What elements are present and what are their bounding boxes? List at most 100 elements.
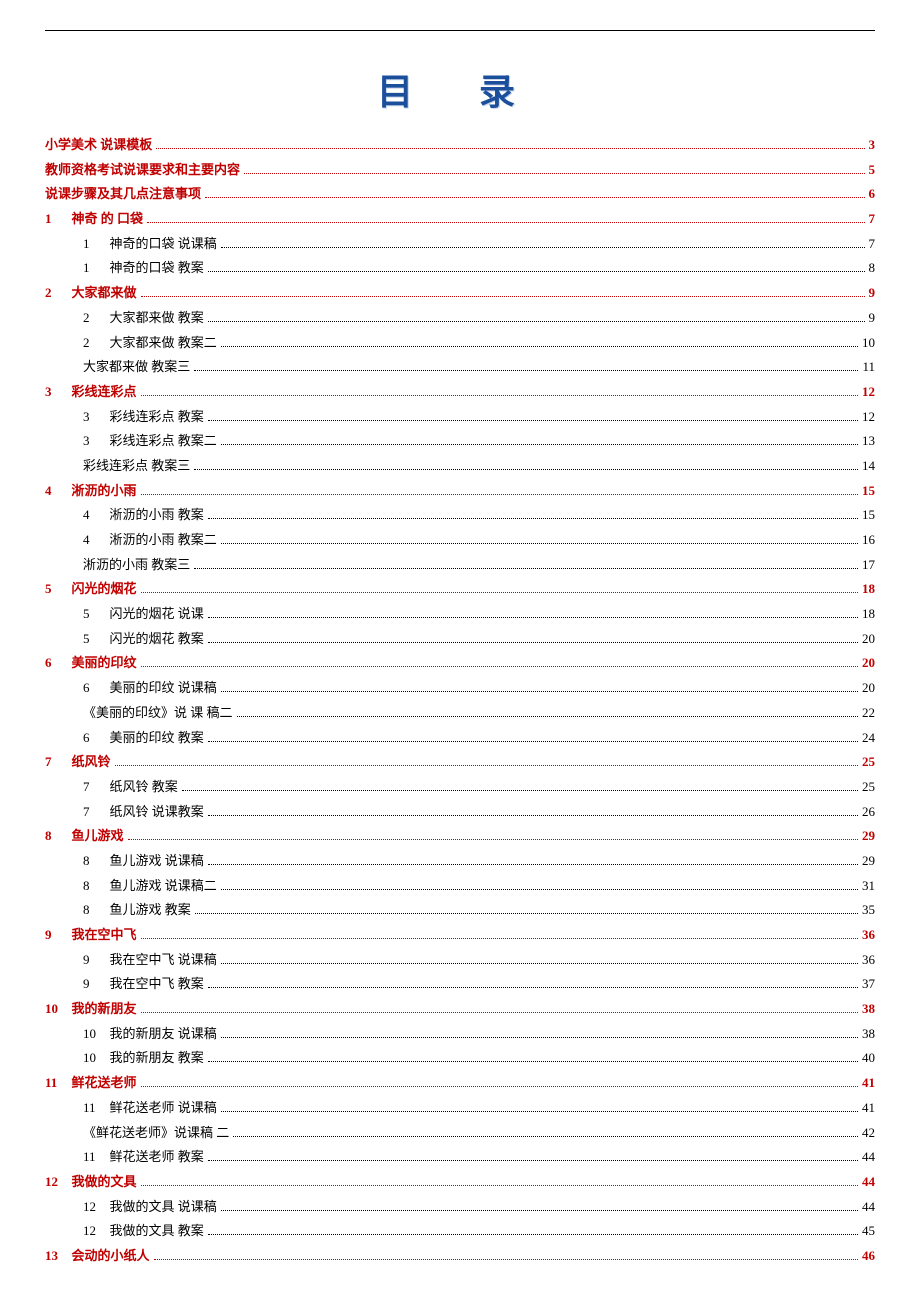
toc-entry[interactable]: 9 我在空中飞 教案37: [45, 972, 875, 997]
toc-leader-dots: [208, 271, 865, 272]
toc-leader-dots: [208, 420, 858, 421]
toc-entry[interactable]: 12 我做的文具 教案45: [45, 1219, 875, 1244]
toc-leader-dots: [156, 148, 864, 149]
toc-leader-dots: [221, 543, 858, 544]
toc-entry[interactable]: 6 美丽的印纹 说课稿20: [45, 676, 875, 701]
page-title: 目 录: [45, 63, 875, 115]
toc-entry[interactable]: 11 鲜花送老师 说课稿41: [45, 1096, 875, 1121]
toc-entry-page: 18: [862, 577, 875, 602]
toc-entry[interactable]: 4 淅沥的小雨 教案二16: [45, 528, 875, 553]
toc-leader-dots: [208, 642, 858, 643]
toc-entry-label: 说课步骤及其几点注意事项: [45, 182, 201, 207]
toc-entry[interactable]: 2 大家都来做 教案二10: [45, 331, 875, 356]
toc-entry-label: 彩线连彩点 教案三: [83, 454, 190, 479]
toc-entry[interactable]: 13 会动的小纸人46: [45, 1244, 875, 1269]
toc-entry-number: 3: [83, 429, 103, 454]
toc-entry-number: 8: [83, 874, 103, 899]
toc-entry[interactable]: 淅沥的小雨 教案三17: [45, 553, 875, 578]
toc-entry[interactable]: 6 美丽的印纹20: [45, 651, 875, 676]
toc-entry[interactable]: 彩线连彩点 教案三14: [45, 454, 875, 479]
toc-entry[interactable]: 10 我的新朋友 说课稿38: [45, 1022, 875, 1047]
toc-entry-number: 4: [45, 479, 65, 504]
toc-entry-label: 神奇的口袋 教案: [110, 256, 204, 281]
toc-entry[interactable]: 2 大家都来做 教案9: [45, 306, 875, 331]
toc-entry-number: 12: [83, 1195, 103, 1220]
toc-entry[interactable]: 小学美术 说课模板3: [45, 133, 875, 158]
toc-leader-dots: [221, 691, 858, 692]
toc-entry-page: 44: [862, 1145, 875, 1170]
toc-entry[interactable]: 9 我在空中飞 说课稿36: [45, 948, 875, 973]
toc-entry[interactable]: 10 我的新朋友 教案40: [45, 1046, 875, 1071]
toc-entry[interactable]: 5 闪光的烟花 教案20: [45, 627, 875, 652]
toc-entry-page: 7: [869, 232, 876, 257]
toc-entry-label: 《美丽的印纹》说 课 稿二: [83, 701, 233, 726]
toc-entry-number: 2: [83, 306, 103, 331]
toc-entry-page: 12: [862, 380, 875, 405]
toc-entry[interactable]: 8 鱼儿游戏 说课稿二31: [45, 874, 875, 899]
toc-leader-dots: [141, 938, 858, 939]
toc-entry[interactable]: 3 彩线连彩点12: [45, 380, 875, 405]
toc-entry-label: 会动的小纸人: [72, 1244, 150, 1269]
toc-leader-dots: [208, 987, 858, 988]
toc-entry-number: 7: [45, 750, 65, 775]
toc-entry[interactable]: 6 美丽的印纹 教案24: [45, 726, 875, 751]
toc-entry-label: 大家都来做 教案三: [83, 355, 190, 380]
toc-entry[interactable]: 4 淅沥的小雨15: [45, 479, 875, 504]
toc-entry[interactable]: 4 淅沥的小雨 教案15: [45, 503, 875, 528]
toc-entry-page: 40: [862, 1046, 875, 1071]
toc-entry[interactable]: 11 鲜花送老师 教案44: [45, 1145, 875, 1170]
table-of-contents: 小学美术 说课模板3教师资格考试说课要求和主要内容5说课步骤及其几点注意事项61…: [45, 133, 875, 1269]
toc-entry[interactable]: 《美丽的印纹》说 课 稿二22: [45, 701, 875, 726]
toc-entry[interactable]: 8 鱼儿游戏 说课稿29: [45, 849, 875, 874]
toc-entry[interactable]: 7 纸风铃25: [45, 750, 875, 775]
toc-entry-label: 彩线连彩点: [72, 380, 137, 405]
toc-leader-dots: [208, 864, 858, 865]
toc-entry[interactable]: 8 鱼儿游戏 教案35: [45, 898, 875, 923]
toc-entry[interactable]: 10 我的新朋友38: [45, 997, 875, 1022]
toc-entry-number: 6: [83, 726, 103, 751]
toc-entry-page: 38: [862, 997, 875, 1022]
toc-entry[interactable]: 7 纸风铃 说课教案26: [45, 800, 875, 825]
toc-entry-label: 小学美术 说课模板: [45, 133, 152, 158]
toc-entry[interactable]: 1 神奇的口袋 教案8: [45, 256, 875, 281]
toc-leader-dots: [208, 815, 858, 816]
toc-entry[interactable]: 教师资格考试说课要求和主要内容5: [45, 158, 875, 183]
toc-entry-label: 淅沥的小雨 教案: [110, 503, 204, 528]
toc-entry[interactable]: 1 神奇的口袋 说课稿7: [45, 232, 875, 257]
toc-entry[interactable]: 2 大家都来做9: [45, 281, 875, 306]
toc-entry[interactable]: 9 我在空中飞36: [45, 923, 875, 948]
toc-entry-number: 11: [45, 1071, 65, 1096]
toc-entry[interactable]: 5 闪光的烟花 说课18: [45, 602, 875, 627]
toc-leader-dots: [208, 321, 865, 322]
toc-entry-label: 《鲜花送老师》说课稿 二: [83, 1121, 229, 1146]
toc-entry-page: 12: [862, 405, 875, 430]
toc-entry-number: 7: [83, 775, 103, 800]
toc-entry-page: 36: [862, 923, 875, 948]
toc-leader-dots: [221, 1111, 858, 1112]
toc-entry[interactable]: 3 彩线连彩点 教案12: [45, 405, 875, 430]
toc-entry-number: 6: [83, 676, 103, 701]
toc-entry[interactable]: 11 鲜花送老师41: [45, 1071, 875, 1096]
toc-leader-dots: [221, 247, 865, 248]
toc-entry[interactable]: 《鲜花送老师》说课稿 二42: [45, 1121, 875, 1146]
toc-entry-number: 12: [83, 1219, 103, 1244]
toc-entry[interactable]: 7 纸风铃 教案25: [45, 775, 875, 800]
page-container: 目 录 小学美术 说课模板3教师资格考试说课要求和主要内容5说课步骤及其几点注意…: [0, 0, 920, 1309]
toc-entry[interactable]: 大家都来做 教案三11: [45, 355, 875, 380]
toc-leader-dots: [141, 1012, 858, 1013]
toc-entry[interactable]: 1 神奇 的 口袋7: [45, 207, 875, 232]
toc-entry-label: 鲜花送老师 说课稿: [110, 1096, 217, 1121]
toc-entry[interactable]: 5 闪光的烟花18: [45, 577, 875, 602]
toc-entry-label: 淅沥的小雨: [72, 479, 137, 504]
toc-leader-dots: [115, 765, 858, 766]
toc-entry-label: 我做的文具: [72, 1170, 137, 1195]
toc-entry-page: 8: [869, 256, 876, 281]
toc-entry-label: 我在空中飞: [72, 923, 137, 948]
toc-entry-label: 我在空中飞 说课稿: [110, 948, 217, 973]
toc-entry[interactable]: 8 鱼儿游戏29: [45, 824, 875, 849]
toc-entry[interactable]: 说课步骤及其几点注意事项6: [45, 182, 875, 207]
toc-entry[interactable]: 12 我做的文具44: [45, 1170, 875, 1195]
toc-entry[interactable]: 3 彩线连彩点 教案二13: [45, 429, 875, 454]
toc-entry-label: 教师资格考试说课要求和主要内容: [45, 158, 240, 183]
toc-entry[interactable]: 12 我做的文具 说课稿44: [45, 1195, 875, 1220]
